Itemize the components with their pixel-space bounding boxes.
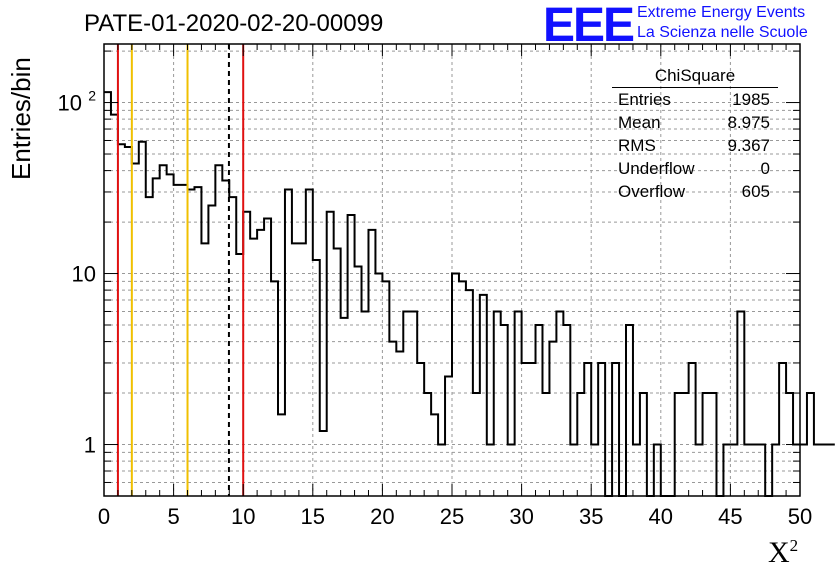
stats-row-overflow: Overflow 605 (612, 180, 778, 203)
stats-value: 8.975 (727, 113, 770, 132)
stats-row-entries: Entries 1985 (612, 88, 778, 111)
x-tick-label: 20 (370, 504, 394, 529)
x-tick-label: 0 (98, 504, 110, 529)
y-tick-label: 1 (84, 433, 96, 458)
stats-value: 605 (741, 182, 770, 201)
logo-line-2: La Scienza nelle Scuole (637, 24, 808, 41)
stats-label: Overflow (618, 182, 686, 201)
x-tick-label: 35 (579, 504, 603, 529)
stats-label: Entries (618, 90, 671, 109)
stats-rows: Entries 1985 Mean 8.975 RMS 9.367 Underflow 0 Ov… (612, 88, 778, 203)
x-tick-label: 40 (649, 504, 673, 529)
stats-value: 1985 (732, 90, 770, 109)
x-tick-label: 45 (718, 504, 742, 529)
logo-line-1: Extreme Energy Events (637, 4, 806, 21)
y-tick-label: 10 (72, 262, 96, 287)
x-axis-label-main: X (768, 536, 790, 569)
x-tick-label: 50 (788, 504, 812, 529)
x-tick-label: 30 (509, 504, 533, 529)
x-tick-label: 15 (301, 504, 325, 529)
x-tick-label: 25 (440, 504, 464, 529)
histogram-series-line (104, 91, 835, 497)
stats-value: 0 (760, 159, 770, 178)
stats-label: Mean (618, 113, 661, 132)
x-tick-label: 10 (231, 504, 255, 529)
y-tick-label: 10 (58, 91, 82, 116)
stats-title: ChiSquare (612, 66, 778, 88)
stats-label: Underflow (618, 159, 695, 178)
y-tick-label-sup: 2 (88, 88, 96, 104)
stats-row-rms: RMS 9.367 (612, 134, 778, 157)
x-tick-label: 5 (167, 504, 179, 529)
stats-value: 9.367 (727, 136, 770, 155)
plot-title: PATE-01-2020-02-20-00099 (84, 10, 384, 37)
stats-box: ChiSquare Entries 1985 Mean 8.975 RMS 9.367 Un… (612, 66, 778, 203)
x-axis-label-sup: 2 (789, 536, 799, 555)
stats-row-mean: Mean 8.975 (612, 111, 778, 134)
x-axis-label: X2 (768, 536, 798, 570)
stats-label: RMS (618, 136, 656, 155)
stats-row-underflow: Underflow 0 (612, 157, 778, 180)
